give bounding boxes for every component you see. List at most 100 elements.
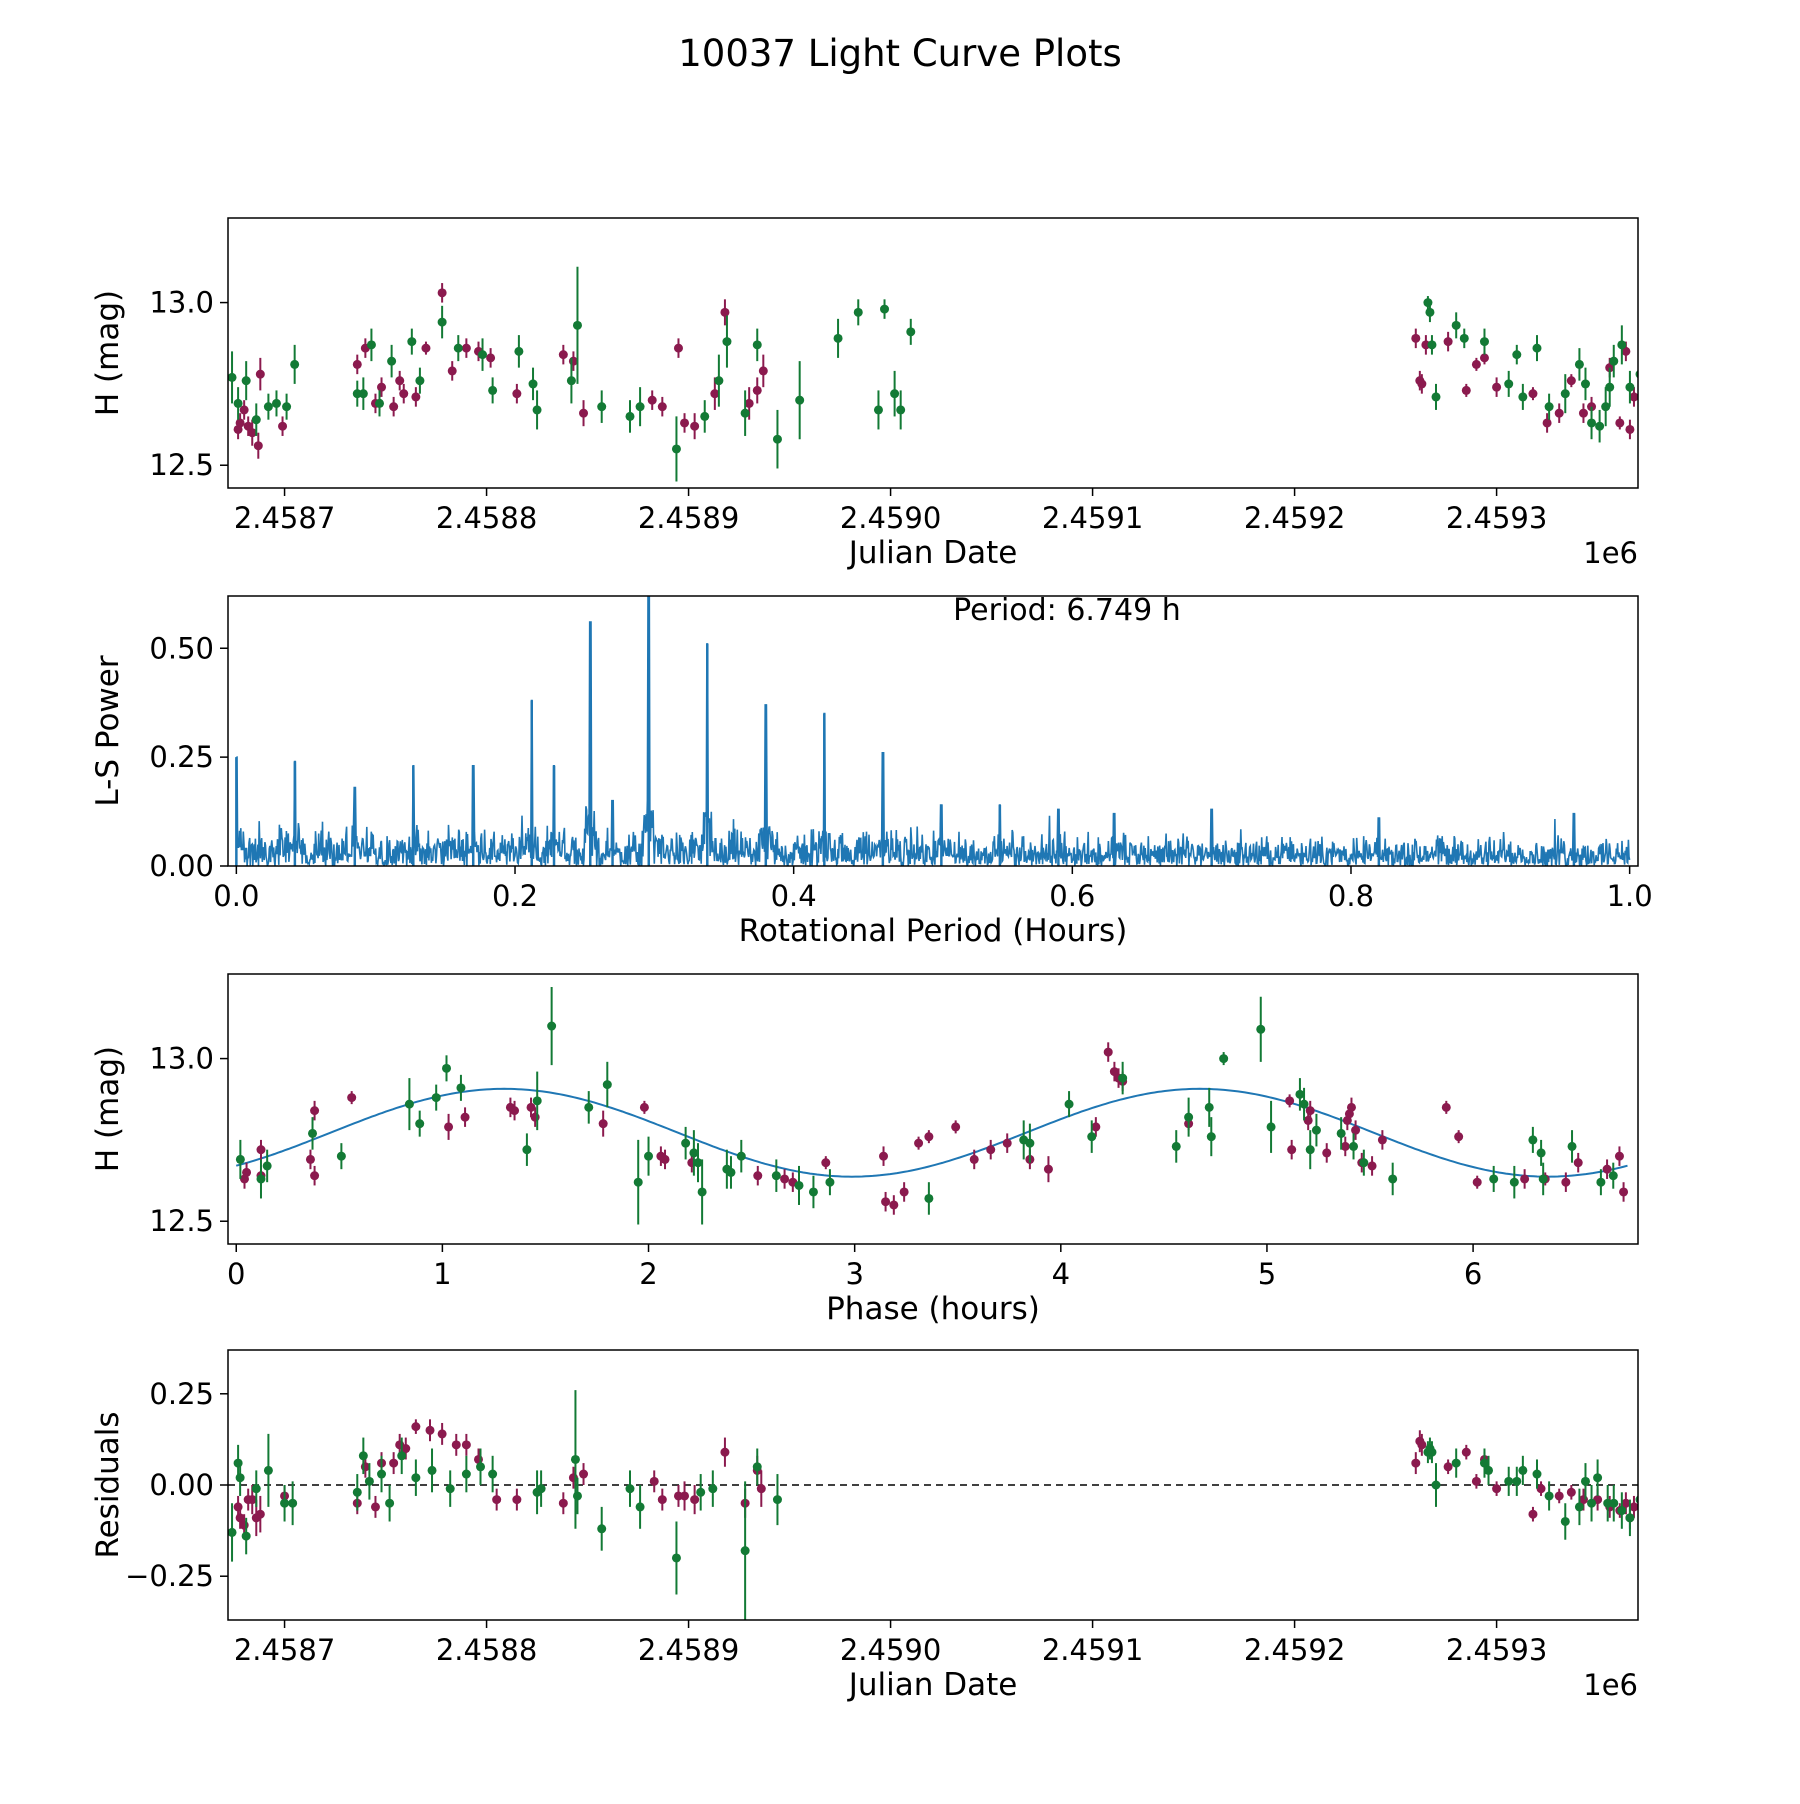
data-point <box>308 1128 318 1138</box>
data-point <box>415 376 425 386</box>
data-point <box>407 337 417 347</box>
data-point <box>243 421 253 431</box>
data-point <box>1580 379 1590 389</box>
data-point <box>1388 1174 1398 1184</box>
data-point <box>389 1458 399 1468</box>
data-point <box>1619 1187 1629 1197</box>
periodogram-y-axis-label: L-S Power <box>90 655 126 806</box>
data-point <box>1664 425 1673 434</box>
data-point <box>1642 1513 1651 1522</box>
data-point <box>233 1502 243 1512</box>
periodogram-x-tick-label: 0.4 <box>771 879 817 913</box>
raw-x-tick-label: 2.4588 <box>436 501 537 535</box>
residuals-x-tick-label: 2.4588 <box>436 1633 537 1667</box>
data-point <box>1471 1476 1481 1486</box>
residuals-x-tick-label: 2.4592 <box>1244 1633 1345 1667</box>
data-point <box>1690 402 1699 411</box>
data-point <box>558 350 568 360</box>
data-point <box>241 1531 251 1541</box>
data-point <box>445 1484 455 1494</box>
data-point <box>1684 1524 1693 1533</box>
data-point <box>1359 1158 1369 1168</box>
raw-x-tick-label: 2.4589 <box>638 501 739 535</box>
periodogram-axes-frame <box>227 595 1639 867</box>
data-point <box>726 1167 736 1177</box>
data-point <box>1650 379 1659 388</box>
data-point <box>1427 340 1437 350</box>
data-point <box>235 1154 245 1164</box>
data-point <box>1351 1125 1361 1135</box>
data-point <box>1461 385 1471 395</box>
panels: 2.4587 2.4588 2.4589 2.4590 2.4591 2.4592 2.45… <box>90 217 1725 1703</box>
residuals-axes-frame <box>227 1349 1639 1621</box>
residuals-x-tick-label: 2.4591 <box>1042 1633 1143 1667</box>
data-point <box>1184 1112 1194 1122</box>
data-point <box>1443 1462 1453 1472</box>
data-point <box>431 1093 441 1103</box>
raw-y-tick-label: 12.5 <box>149 448 214 482</box>
data-point <box>1504 379 1514 389</box>
data-point <box>602 1080 612 1090</box>
data-point <box>644 1151 654 1161</box>
data-point <box>352 1487 362 1497</box>
data-point <box>1704 370 1713 379</box>
data-point <box>680 418 690 428</box>
data-point <box>1625 424 1635 434</box>
data-point <box>530 1112 540 1122</box>
data-point <box>890 389 900 399</box>
raw-y-tick-label: 13.0 <box>149 286 214 320</box>
data-point <box>689 1148 699 1158</box>
data-point <box>492 1495 502 1505</box>
data-point <box>1349 1141 1359 1151</box>
raw-x-tick-label: 2.4593 <box>1446 501 1547 535</box>
folded-x-tick-label: 5 <box>1258 1257 1276 1291</box>
data-point <box>1702 402 1711 411</box>
periodogram-plot-area <box>235 596 1631 866</box>
data-point <box>1472 1177 1482 1187</box>
data-point <box>1646 1513 1655 1522</box>
data-point <box>873 405 883 415</box>
data-point <box>889 1200 899 1210</box>
folded-x-tick-label: 4 <box>1052 1257 1070 1291</box>
data-point <box>1091 1122 1101 1132</box>
data-point <box>1431 1480 1441 1490</box>
data-point <box>444 1122 454 1132</box>
data-point <box>461 1469 471 1479</box>
data-point <box>427 1465 437 1475</box>
folded-x-axis-label: Phase (hours) <box>826 1291 1040 1327</box>
data-point <box>1492 382 1502 392</box>
data-point <box>1587 418 1597 428</box>
data-point <box>1287 1145 1297 1155</box>
data-point <box>401 1444 411 1454</box>
data-point <box>1103 1047 1113 1057</box>
data-point <box>758 366 768 376</box>
data-point <box>247 1495 257 1505</box>
data-point <box>986 1145 996 1155</box>
data-point <box>1443 337 1453 347</box>
data-point <box>1542 418 1552 428</box>
data-point <box>1668 1517 1677 1526</box>
residuals-y-axis-label: Residuals <box>90 1411 126 1558</box>
data-point <box>1461 1447 1471 1457</box>
periodogram-x-tick-label: 0.2 <box>492 879 538 913</box>
data-point <box>880 304 890 314</box>
data-point <box>336 1151 346 1161</box>
data-point <box>795 395 805 405</box>
data-point <box>780 1174 790 1184</box>
data-point <box>1544 402 1554 412</box>
data-point <box>377 382 387 392</box>
data-point <box>282 402 292 412</box>
data-point <box>1716 441 1725 450</box>
data-point <box>639 1102 649 1112</box>
data-point <box>532 405 542 415</box>
data-point <box>1538 1174 1548 1184</box>
raw-axes-frame <box>227 217 1639 489</box>
data-point <box>708 1484 718 1494</box>
data-point <box>1678 1524 1687 1533</box>
data-point <box>1528 1135 1538 1145</box>
data-point <box>680 1491 690 1501</box>
data-point <box>1704 1462 1713 1471</box>
data-point <box>821 1158 831 1168</box>
periodogram-y-tick-label: 0.00 <box>149 849 214 883</box>
